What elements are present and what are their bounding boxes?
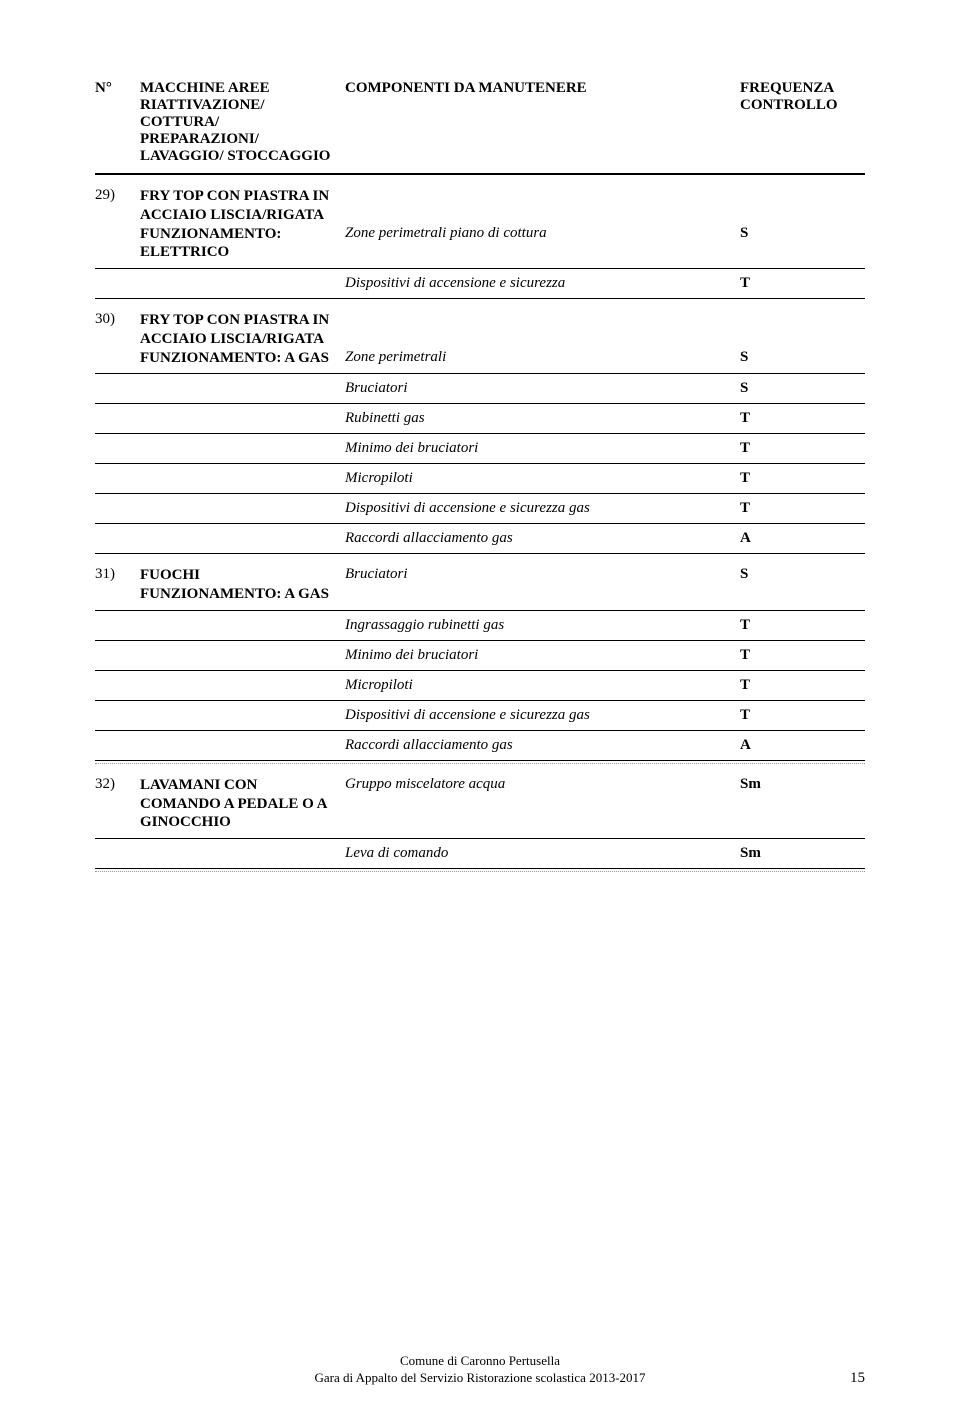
row-31-5: Dispositivi di accensione e sicurezza ga…	[95, 701, 865, 731]
header-machine: MACCHINE AREE RIATTIVAZIONE/ COTTURA/ PR…	[140, 80, 345, 165]
row-31-4: Micropiloti T	[95, 671, 865, 701]
footer-line-1: Comune di Caronno Pertusella	[0, 1353, 960, 1370]
comp-30-6: Dispositivi di accensione e sicurezza ga…	[345, 500, 740, 517]
freq-30-5: T	[740, 470, 865, 487]
footer: Comune di Caronno Pertusella Gara di App…	[0, 1353, 960, 1387]
freq-31-5: T	[740, 707, 865, 724]
machine-32: LAVAMANI CON COMANDO A PEDALE O A GINOCC…	[140, 776, 345, 832]
comp-32-2: Leva di comando	[345, 845, 740, 862]
freq-30-3: T	[740, 410, 865, 427]
header-n: N°	[95, 80, 140, 165]
freq-30-7: A	[740, 530, 865, 547]
freq-30-1: S	[740, 311, 865, 366]
freq-32-2: Sm	[740, 845, 865, 862]
comp-29-1: Zone perimetrali piano di cottura	[345, 187, 740, 242]
footer-line-2: Gara di Appalto del Servizio Ristorazion…	[0, 1370, 960, 1387]
table-header-row: N° MACCHINE AREE RIATTIVAZIONE/ COTTURA/…	[95, 80, 865, 175]
comp-31-3: Minimo dei bruciatori	[345, 647, 740, 664]
row-29-2: Dispositivi di accensione e sicurezza T	[95, 269, 865, 299]
comp-30-1: Zone perimetrali	[345, 311, 740, 366]
row-30-5: Micropiloti T	[95, 464, 865, 494]
page-number: 15	[850, 1370, 865, 1387]
freq-30-2: S	[740, 380, 865, 397]
row-32-main: 32) LAVAMANI CON COMANDO A PEDALE O A GI…	[95, 764, 865, 839]
row-31-2: Ingrassaggio rubinetti gas T	[95, 611, 865, 641]
row-30-3: Rubinetti gas T	[95, 404, 865, 434]
comp-30-5: Micropiloti	[345, 470, 740, 487]
freq-29-2: T	[740, 275, 865, 292]
comp-30-4: Minimo dei bruciatori	[345, 440, 740, 457]
row-29-main: 29) FRY TOP CON PIASTRA IN ACCIAIO LISCI…	[95, 175, 865, 269]
n-29: 29)	[95, 187, 140, 204]
machine-29: FRY TOP CON PIASTRA IN ACCIAIO LISCIA/RI…	[140, 187, 345, 262]
dotted-separator-2	[95, 871, 865, 872]
row-31-main: 31) FUOCHI FUNZIONAMENTO: A GAS Bruciato…	[95, 554, 865, 611]
row-30-6: Dispositivi di accensione e sicurezza ga…	[95, 494, 865, 524]
page: N° MACCHINE AREE RIATTIVAZIONE/ COTTURA/…	[0, 0, 960, 1417]
machine-31: FUOCHI FUNZIONAMENTO: A GAS	[140, 566, 345, 604]
row-31-3: Minimo dei bruciatori T	[95, 641, 865, 671]
n-30: 30)	[95, 311, 140, 328]
freq-30-4: T	[740, 440, 865, 457]
comp-30-3: Rubinetti gas	[345, 410, 740, 427]
comp-29-2: Dispositivi di accensione e sicurezza	[345, 275, 740, 292]
row-30-main: 30) FRY TOP CON PIASTRA IN ACCIAIO LISCI…	[95, 299, 865, 374]
freq-31-2: T	[740, 617, 865, 634]
comp-30-2: Bruciatori	[345, 380, 740, 397]
freq-32-1: Sm	[740, 776, 865, 793]
freq-31-3: T	[740, 647, 865, 664]
header-freq: FREQUENZA CONTROLLO	[740, 80, 865, 165]
freq-31-6: A	[740, 737, 865, 754]
row-30-7: Raccordi allacciamento gas A	[95, 524, 865, 554]
comp-30-7: Raccordi allacciamento gas	[345, 530, 740, 547]
n-31: 31)	[95, 566, 140, 583]
row-30-4: Minimo dei bruciatori T	[95, 434, 865, 464]
comp-32-1: Gruppo miscelatore acqua	[345, 776, 740, 793]
row-32-2: Leva di comando Sm	[95, 839, 865, 869]
comp-31-1: Bruciatori	[345, 566, 740, 583]
machine-30: FRY TOP CON PIASTRA IN ACCIAIO LISCIA/RI…	[140, 311, 345, 367]
comp-31-2: Ingrassaggio rubinetti gas	[345, 617, 740, 634]
freq-29-1: S	[740, 187, 865, 242]
comp-31-6: Raccordi allacciamento gas	[345, 737, 740, 754]
row-30-2: Bruciatori S	[95, 374, 865, 404]
comp-31-5: Dispositivi di accensione e sicurezza ga…	[345, 707, 740, 724]
comp-31-4: Micropiloti	[345, 677, 740, 694]
header-component: COMPONENTI DA MANUTENERE	[345, 80, 740, 165]
freq-30-6: T	[740, 500, 865, 517]
freq-31-1: S	[740, 566, 865, 583]
n-32: 32)	[95, 776, 140, 793]
freq-31-4: T	[740, 677, 865, 694]
row-31-6: Raccordi allacciamento gas A	[95, 731, 865, 761]
